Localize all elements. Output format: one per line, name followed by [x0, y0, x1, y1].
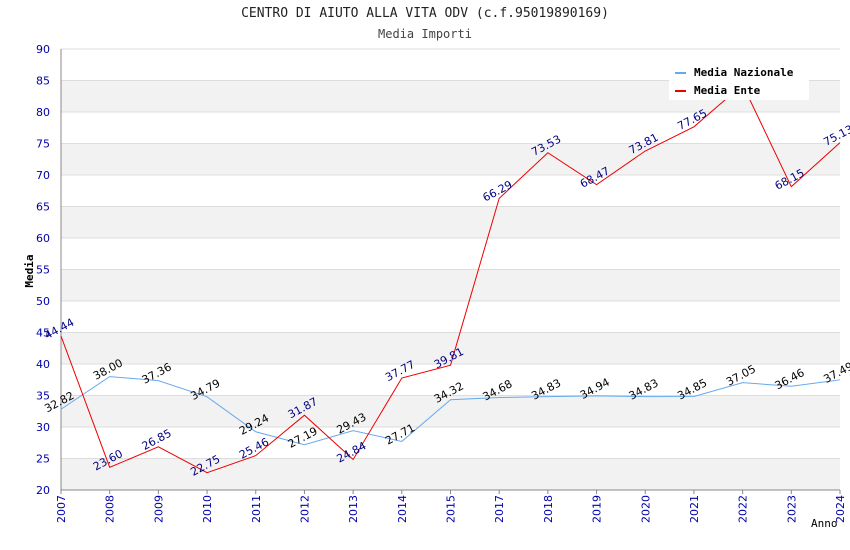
series-lines: [60, 83, 841, 474]
y-tick-label: 85: [36, 75, 50, 88]
legend-swatch-nazionale: [675, 71, 686, 74]
y-axis-label: Media: [23, 254, 36, 287]
x-tick-label: 2008: [104, 495, 117, 523]
x-tick-label: 2024: [834, 495, 847, 523]
grid-band: [61, 143, 840, 175]
x-tick-label: 2007: [55, 495, 68, 523]
grid-band: [61, 395, 840, 427]
x-tick-label: 2020: [639, 495, 652, 523]
grid-bands: [61, 80, 840, 490]
x-tick-label: 2015: [445, 495, 458, 523]
legend-label-nazionale: Media Nazionale: [694, 66, 794, 79]
grid-band: [61, 458, 840, 490]
y-tick-label: 40: [36, 358, 50, 371]
x-tick-label: 2013: [347, 495, 360, 523]
y-tick-label: 75: [36, 138, 50, 151]
y-tick-label: 60: [36, 232, 50, 245]
chart-subtitle: Media Importi: [378, 27, 472, 41]
chart-title: CENTRO DI AIUTO ALLA VITA ODV (c.f.95019…: [241, 6, 609, 21]
grid-band: [61, 269, 840, 301]
x-tick-labels: 2007 2008 2009 2010 2011 2012 2013 2014 2015 2017…: [55, 495, 847, 523]
legend-item-nazionale: Media Nazionale: [675, 66, 793, 79]
x-tick-label: 2011: [250, 495, 263, 523]
series-line-0: [60, 376, 841, 446]
data-label: 26.85: [140, 427, 174, 453]
data-label: 37.05: [724, 362, 758, 388]
y-tick-label: 45: [36, 327, 50, 340]
grid-band: [61, 206, 840, 238]
y-tick-label: 65: [36, 201, 50, 214]
y-tick-label: 35: [36, 390, 50, 403]
x-axis-label: Anno: [811, 517, 838, 530]
x-tick-label: 2010: [201, 495, 214, 523]
series-line-1: [60, 83, 841, 474]
data-label: 27.19: [286, 424, 320, 450]
y-tick-label: 30: [36, 421, 50, 434]
axes: [60, 49, 841, 494]
x-tick-label: 2009: [152, 495, 165, 523]
data-label: 25.46: [237, 435, 271, 461]
x-tick-label: 2014: [396, 495, 409, 523]
x-tick-label: 2018: [542, 495, 555, 523]
y-tick-label: 70: [36, 169, 50, 182]
x-tick-label: 2017: [493, 495, 506, 523]
legend-swatch-ente: [675, 89, 686, 92]
x-tick-label: 2019: [591, 495, 604, 523]
chart-legend: Media Nazionale Media Ente: [669, 60, 809, 100]
x-tick-label: 2023: [785, 495, 798, 523]
legend-item-ente: Media Ente: [675, 84, 760, 97]
y-tick-label: 55: [36, 264, 50, 277]
x-tick-label: 2022: [737, 495, 750, 523]
legend-label-ente: Media Ente: [694, 84, 761, 97]
data-label: 66.29: [481, 178, 515, 204]
x-tick-label: 2012: [298, 495, 311, 523]
y-tick-label: 90: [36, 43, 50, 56]
y-tick-labels: 20 25 30 35 40 45 50 55 60 65 70 75 80 85 90: [36, 43, 50, 497]
y-tick-label: 50: [36, 295, 50, 308]
grid-band: [61, 332, 840, 364]
x-tick-label: 2021: [688, 495, 701, 523]
data-label: 36.46: [773, 366, 807, 392]
y-tick-label: 20: [36, 484, 50, 497]
y-tick-label: 80: [36, 106, 50, 119]
y-tick-label: 25: [36, 453, 50, 466]
